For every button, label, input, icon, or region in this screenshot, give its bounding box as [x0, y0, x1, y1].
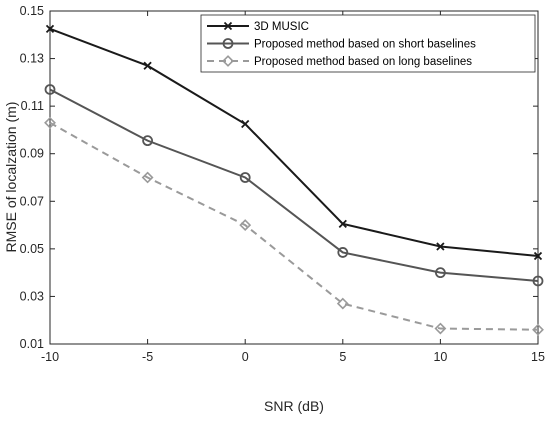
- x-tick-label: 15: [531, 350, 545, 364]
- legend-box: [200, 14, 536, 73]
- series-2-point: [532, 275, 544, 287]
- series-line-2: [49, 88, 539, 282]
- legend-label-1: 3D MUSIC: [254, 21, 309, 33]
- series-2-point: [434, 267, 446, 279]
- y-tick-label: 0.13: [20, 52, 44, 66]
- y-tick-label: 0.03: [20, 289, 44, 303]
- series-1-point: [241, 119, 250, 129]
- legend-marker-3: [222, 55, 234, 67]
- y-tick-label: 0.15: [20, 4, 44, 18]
- x-tick-label: 0: [242, 350, 249, 364]
- legend-marker-2: [222, 38, 234, 49]
- x-tick-label: 5: [339, 350, 346, 364]
- y-tick-label: 0.11: [21, 99, 44, 113]
- series-2-point: [337, 247, 349, 258]
- series-1-point: [338, 219, 347, 229]
- legend: 3D MUSIC Proposed method based on short b…: [200, 14, 536, 73]
- y-tick-label: 0.07: [20, 194, 44, 208]
- x-tick-label: -5: [142, 350, 153, 364]
- series-1-point: [143, 61, 152, 70]
- series-3-point: [336, 297, 349, 310]
- series-3-point: [141, 171, 154, 184]
- x-tick-label: 10: [433, 350, 447, 364]
- series-1-point: [436, 242, 445, 251]
- y-tick-label: 0.09: [20, 147, 44, 161]
- series-3-point: [239, 219, 252, 232]
- series-2-point: [239, 172, 251, 183]
- legend-marker-1: [223, 21, 233, 31]
- series-2-point: [44, 84, 56, 95]
- series-3-point: [44, 116, 56, 129]
- series-3-point: [532, 323, 544, 336]
- x-tick-label: -10: [41, 350, 59, 364]
- legend-label-2: Proposed method based on short baselines: [254, 39, 476, 51]
- series-1-point: [533, 251, 543, 261]
- y-tick-label: 0.05: [20, 242, 44, 256]
- series-1-point: [45, 24, 55, 33]
- axis-ticks: -10 -5 0 5 10 15 0.01 0.03 0.05 0.07 0.09 0.11 0.13 0…: [20, 4, 545, 364]
- x-axis-label: SNR (dB): [264, 398, 324, 414]
- y-tick-label: 0.01: [20, 337, 44, 351]
- series-line-3: [49, 121, 539, 331]
- series-3-point: [434, 322, 447, 335]
- series-line-1: [49, 27, 539, 257]
- series-2-point: [142, 135, 154, 147]
- legend-label-3: Proposed method based on long baselines: [254, 56, 472, 68]
- y-axis-label: RMSE of localzation (m): [3, 102, 19, 253]
- series-layer: [44, 24, 544, 336]
